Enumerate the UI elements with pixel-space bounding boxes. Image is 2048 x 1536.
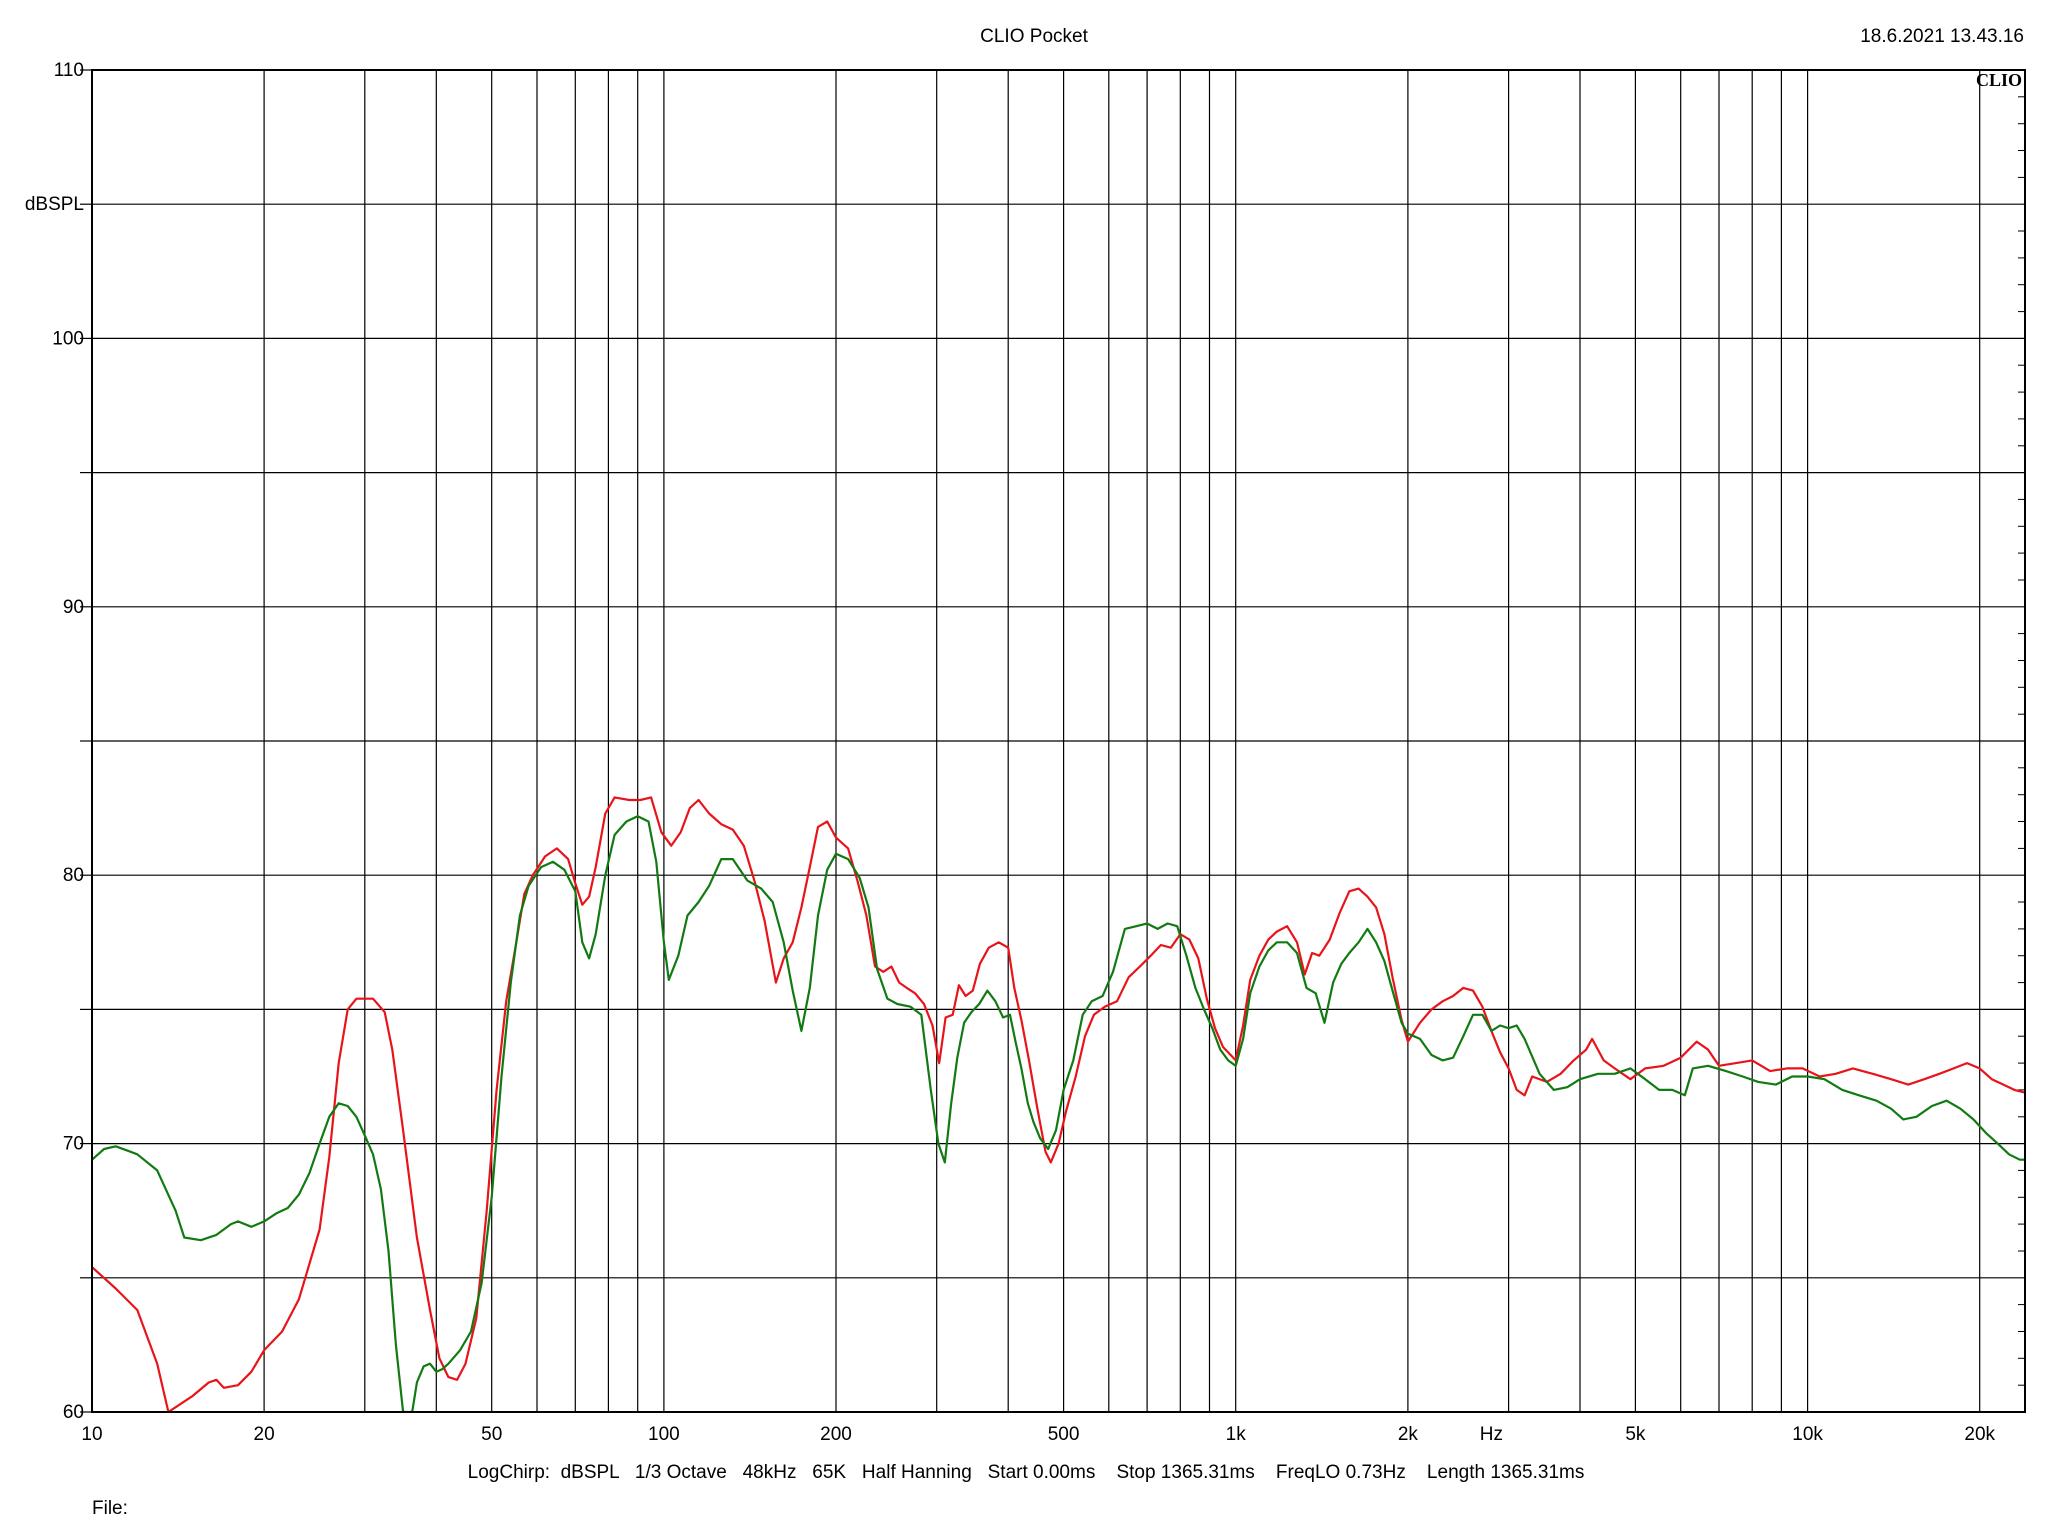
x-tick-label: 100 [648, 1424, 680, 1445]
x-axis-unit-label: Hz [1480, 1424, 1503, 1445]
x-tick-label: 20 [254, 1424, 275, 1445]
plot-frame [91, 69, 2026, 1413]
x-tick-label: 10 [81, 1424, 102, 1445]
x-tick-label: 200 [820, 1424, 852, 1445]
y-tick-label: 70 [63, 1134, 84, 1155]
chart-title: CLIO Pocket [980, 26, 1088, 47]
x-tick-label: 5k [1625, 1424, 1646, 1445]
timestamp: 18.6.2021 13.43.16 [1860, 26, 2024, 47]
series-layer [92, 796, 2025, 1412]
x-tick-label: 2k [1398, 1424, 1419, 1445]
y-axis-unit-label: dBSPL [25, 194, 84, 215]
y-tick-label: 110 [54, 60, 84, 81]
y-tick-label: 90 [63, 597, 84, 618]
y-tick-label: 100 [52, 328, 84, 349]
x-tick-label: 50 [481, 1424, 502, 1445]
x-tick-label: 1k [1226, 1424, 1247, 1445]
grid-lines [80, 69, 2025, 1413]
y-tick-label: 60 [63, 1402, 84, 1423]
y-tick-label: 80 [63, 865, 84, 886]
series-line-red [92, 796, 2025, 1412]
file-label: File: [92, 1498, 128, 1519]
y-axis-labels: 60 70 80 90 100 110 dBSPL [25, 60, 84, 1423]
measurement-settings: LogChirp: dBSPL 1/3 Octave 48kHz 65K Hal… [468, 1462, 1585, 1483]
x-tick-label: 10k [1792, 1424, 1823, 1445]
x-tick-label: 500 [1048, 1424, 1080, 1445]
clio-logo: CLIO [1976, 70, 2022, 90]
x-axis-labels: 10 20 50 100 200 500 1k 2k 5k 10k 20k Hz [81, 1424, 1995, 1445]
x-tick-label: 20k [1964, 1424, 1995, 1445]
series-line-green [92, 815, 2025, 1412]
